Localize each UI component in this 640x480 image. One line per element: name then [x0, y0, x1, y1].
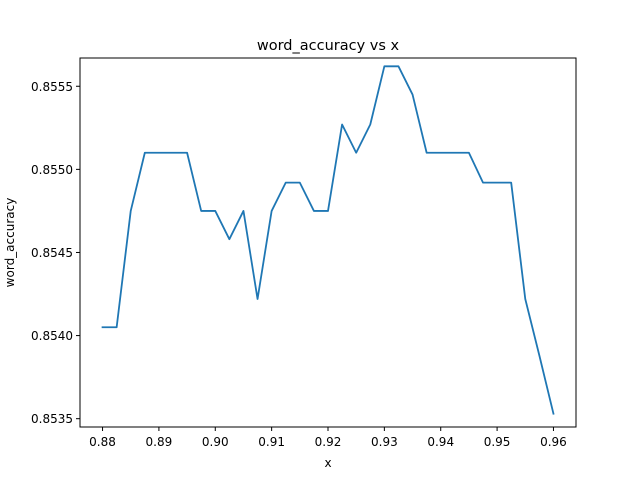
chart-title: word_accuracy vs x — [257, 38, 400, 54]
plot-frame — [79, 57, 577, 428]
x-tick-label: 0.90 — [202, 435, 229, 449]
x-tick-label: 0.96 — [540, 435, 567, 449]
y-axis-label: word_accuracy — [3, 198, 17, 288]
x-tick-label: 0.93 — [371, 435, 398, 449]
x-axis-ticks: 0.88 0.89 0.90 0.91 0.92 0.93 0.94 0.95 0.96 — [89, 427, 567, 449]
series-line-0 — [101, 65, 555, 415]
y-tick-label: 0.8550 — [31, 163, 73, 177]
x-tick-label: 0.94 — [427, 435, 454, 449]
y-axis-ticks: 0.8535 0.8540 0.8545 0.8550 0.8555 — [31, 80, 80, 426]
x-tick-label: 0.89 — [146, 435, 173, 449]
y-tick-label: 0.8545 — [31, 246, 73, 260]
y-tick-label: 0.8555 — [31, 80, 73, 94]
series-layer — [101, 65, 555, 415]
x-tick-label: 0.95 — [484, 435, 511, 449]
x-tick-label: 0.91 — [258, 435, 285, 449]
x-tick-label: 0.92 — [315, 435, 342, 449]
y-tick-label: 0.8540 — [31, 329, 73, 343]
x-axis-label: x — [324, 456, 331, 470]
y-tick-label: 0.8535 — [31, 412, 73, 426]
x-tick-label: 0.88 — [89, 435, 116, 449]
